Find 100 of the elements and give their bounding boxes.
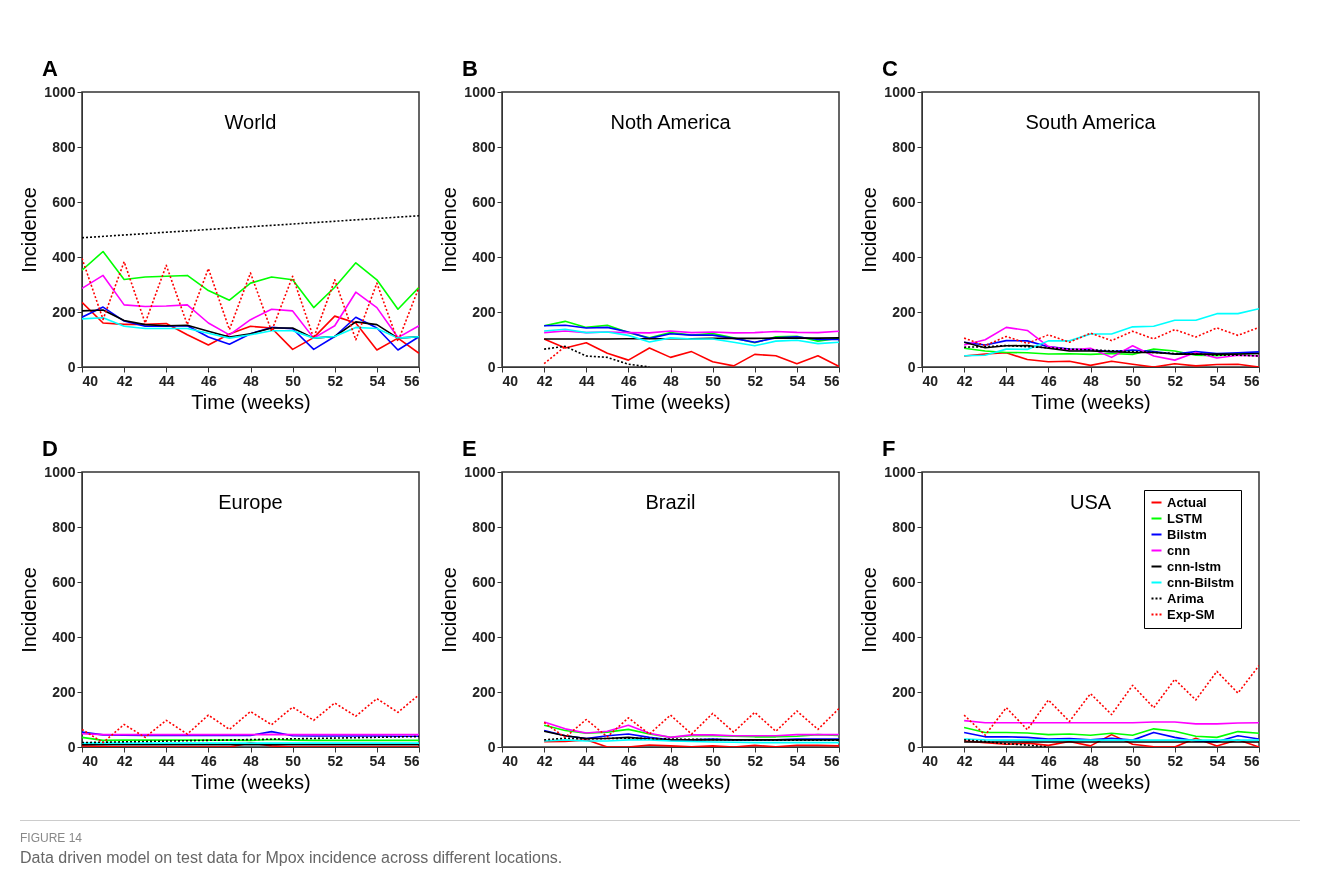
text: C (882, 56, 898, 82)
line-series (963, 351, 1259, 367)
x-tick-label: 46 (621, 752, 637, 769)
x-tick-label: 56 (1243, 372, 1260, 389)
y-tick-label: 400 (472, 628, 496, 645)
x-tick-label: 52 (1167, 752, 1184, 769)
x-tick-label: 54 (789, 372, 806, 389)
x-tick-label: 50 (285, 752, 302, 769)
x-tick-label: 40 (922, 372, 939, 389)
x-tick-label: 44 (158, 752, 175, 769)
x-tick-label: 42 (116, 752, 133, 769)
x-axis-title: Time (weeks) (611, 770, 731, 793)
text: Europe (218, 491, 283, 513)
text: Data driven model on test data for Mpox incidence across different locations. (20, 849, 564, 867)
x-tick-label: 54 (369, 752, 386, 769)
x-tick-label: 48 (1083, 372, 1099, 389)
y-axis-title: Incidence (18, 187, 41, 273)
y-tick-label: 0 (907, 358, 916, 375)
legend-label: Exp-SM (1167, 606, 1215, 622)
line-series (963, 326, 1259, 347)
x-tick-label: 50 (1125, 752, 1142, 769)
y-tick-label: 800 (52, 138, 76, 155)
y-tick-label: 1000 (464, 83, 496, 100)
y-tick-label: 1000 (884, 83, 916, 100)
y-tick-label: 600 (892, 573, 916, 590)
x-axis-title: Time (weeks) (191, 770, 311, 793)
y-tick-label: 0 (487, 738, 496, 755)
x-tick-label: 40 (82, 752, 99, 769)
y-axis-title: Incidence (858, 187, 881, 273)
y-tick-label: 600 (52, 193, 76, 210)
y-axis-title: Incidence (438, 187, 461, 273)
y-tick-label: 0 (67, 738, 76, 755)
legend-label: Arima (1167, 590, 1205, 606)
x-tick-label: 44 (998, 752, 1015, 769)
text: South America (1025, 111, 1157, 133)
y-tick-label: 400 (892, 248, 916, 265)
y-tick-label: 800 (892, 518, 916, 535)
x-tick-label: 42 (956, 372, 973, 389)
x-tick-label: 44 (578, 372, 595, 389)
caption: FIGURE 14 (20, 831, 83, 845)
x-tick-label: 44 (578, 752, 595, 769)
x-tick-label: 50 (705, 752, 722, 769)
x-tick-label: 46 (1041, 752, 1057, 769)
x-tick-label: 40 (502, 372, 519, 389)
x-axis-title: Time (weeks) (191, 390, 311, 413)
line-series (963, 326, 1259, 361)
text: E (462, 436, 477, 462)
y-tick-label: 400 (892, 628, 916, 645)
text: World (224, 111, 277, 133)
line-series (543, 338, 839, 367)
x-tick-label: 40 (922, 752, 939, 769)
x-tick-label: 50 (285, 372, 302, 389)
x-axis-title: Time (weeks) (611, 390, 731, 413)
x-tick-label: 56 (823, 752, 840, 769)
y-tick-label: 600 (52, 573, 76, 590)
y-tick-label: 200 (52, 683, 76, 700)
x-tick-label: 52 (327, 752, 344, 769)
legend-label: LSTM (1167, 510, 1203, 526)
x-tick-label: 48 (663, 752, 679, 769)
y-tick-label: 1000 (44, 83, 76, 100)
line-series (82, 250, 419, 311)
text: Brazil (645, 491, 696, 513)
x-tick-label: 54 (1209, 752, 1226, 769)
x-tick-label: 46 (1041, 372, 1057, 389)
line-series (82, 693, 419, 744)
y-tick-label: 200 (52, 303, 76, 320)
x-tick-label: 46 (201, 752, 217, 769)
legend-label: cnn-lstm (1167, 558, 1222, 574)
text: D (42, 436, 58, 462)
y-tick-label: 0 (907, 738, 916, 755)
x-tick-label: 52 (747, 752, 764, 769)
x-tick-label: 44 (998, 372, 1015, 389)
line-series (82, 274, 419, 339)
x-tick-label: 42 (536, 372, 553, 389)
x-tick-label: 56 (823, 372, 840, 389)
text: B (462, 56, 478, 82)
x-tick-label: 40 (502, 752, 519, 769)
y-tick-label: 600 (472, 193, 496, 210)
y-axis-title: Incidence (438, 567, 461, 653)
x-tick-label: 48 (663, 372, 679, 389)
line-series (963, 726, 1259, 739)
x-axis-title: Time (weeks) (1031, 770, 1151, 793)
y-tick-label: 400 (472, 248, 496, 265)
y-tick-label: 400 (52, 628, 76, 645)
text: USA (1069, 491, 1112, 513)
x-tick-label: 48 (1083, 752, 1099, 769)
x-tick-label: 54 (369, 372, 386, 389)
y-tick-label: 600 (892, 193, 916, 210)
x-tick-label: 48 (243, 372, 259, 389)
x-tick-label: 54 (1209, 372, 1226, 389)
x-tick-label: 48 (243, 752, 259, 769)
x-tick-label: 56 (403, 752, 420, 769)
y-tick-label: 800 (892, 138, 916, 155)
x-tick-label: 54 (789, 752, 806, 769)
line-series (543, 707, 839, 739)
y-tick-label: 200 (892, 683, 916, 700)
y-tick-label: 0 (67, 358, 76, 375)
y-tick-label: 200 (472, 303, 496, 320)
x-tick-label: 44 (158, 372, 175, 389)
x-tick-label: 46 (201, 372, 217, 389)
